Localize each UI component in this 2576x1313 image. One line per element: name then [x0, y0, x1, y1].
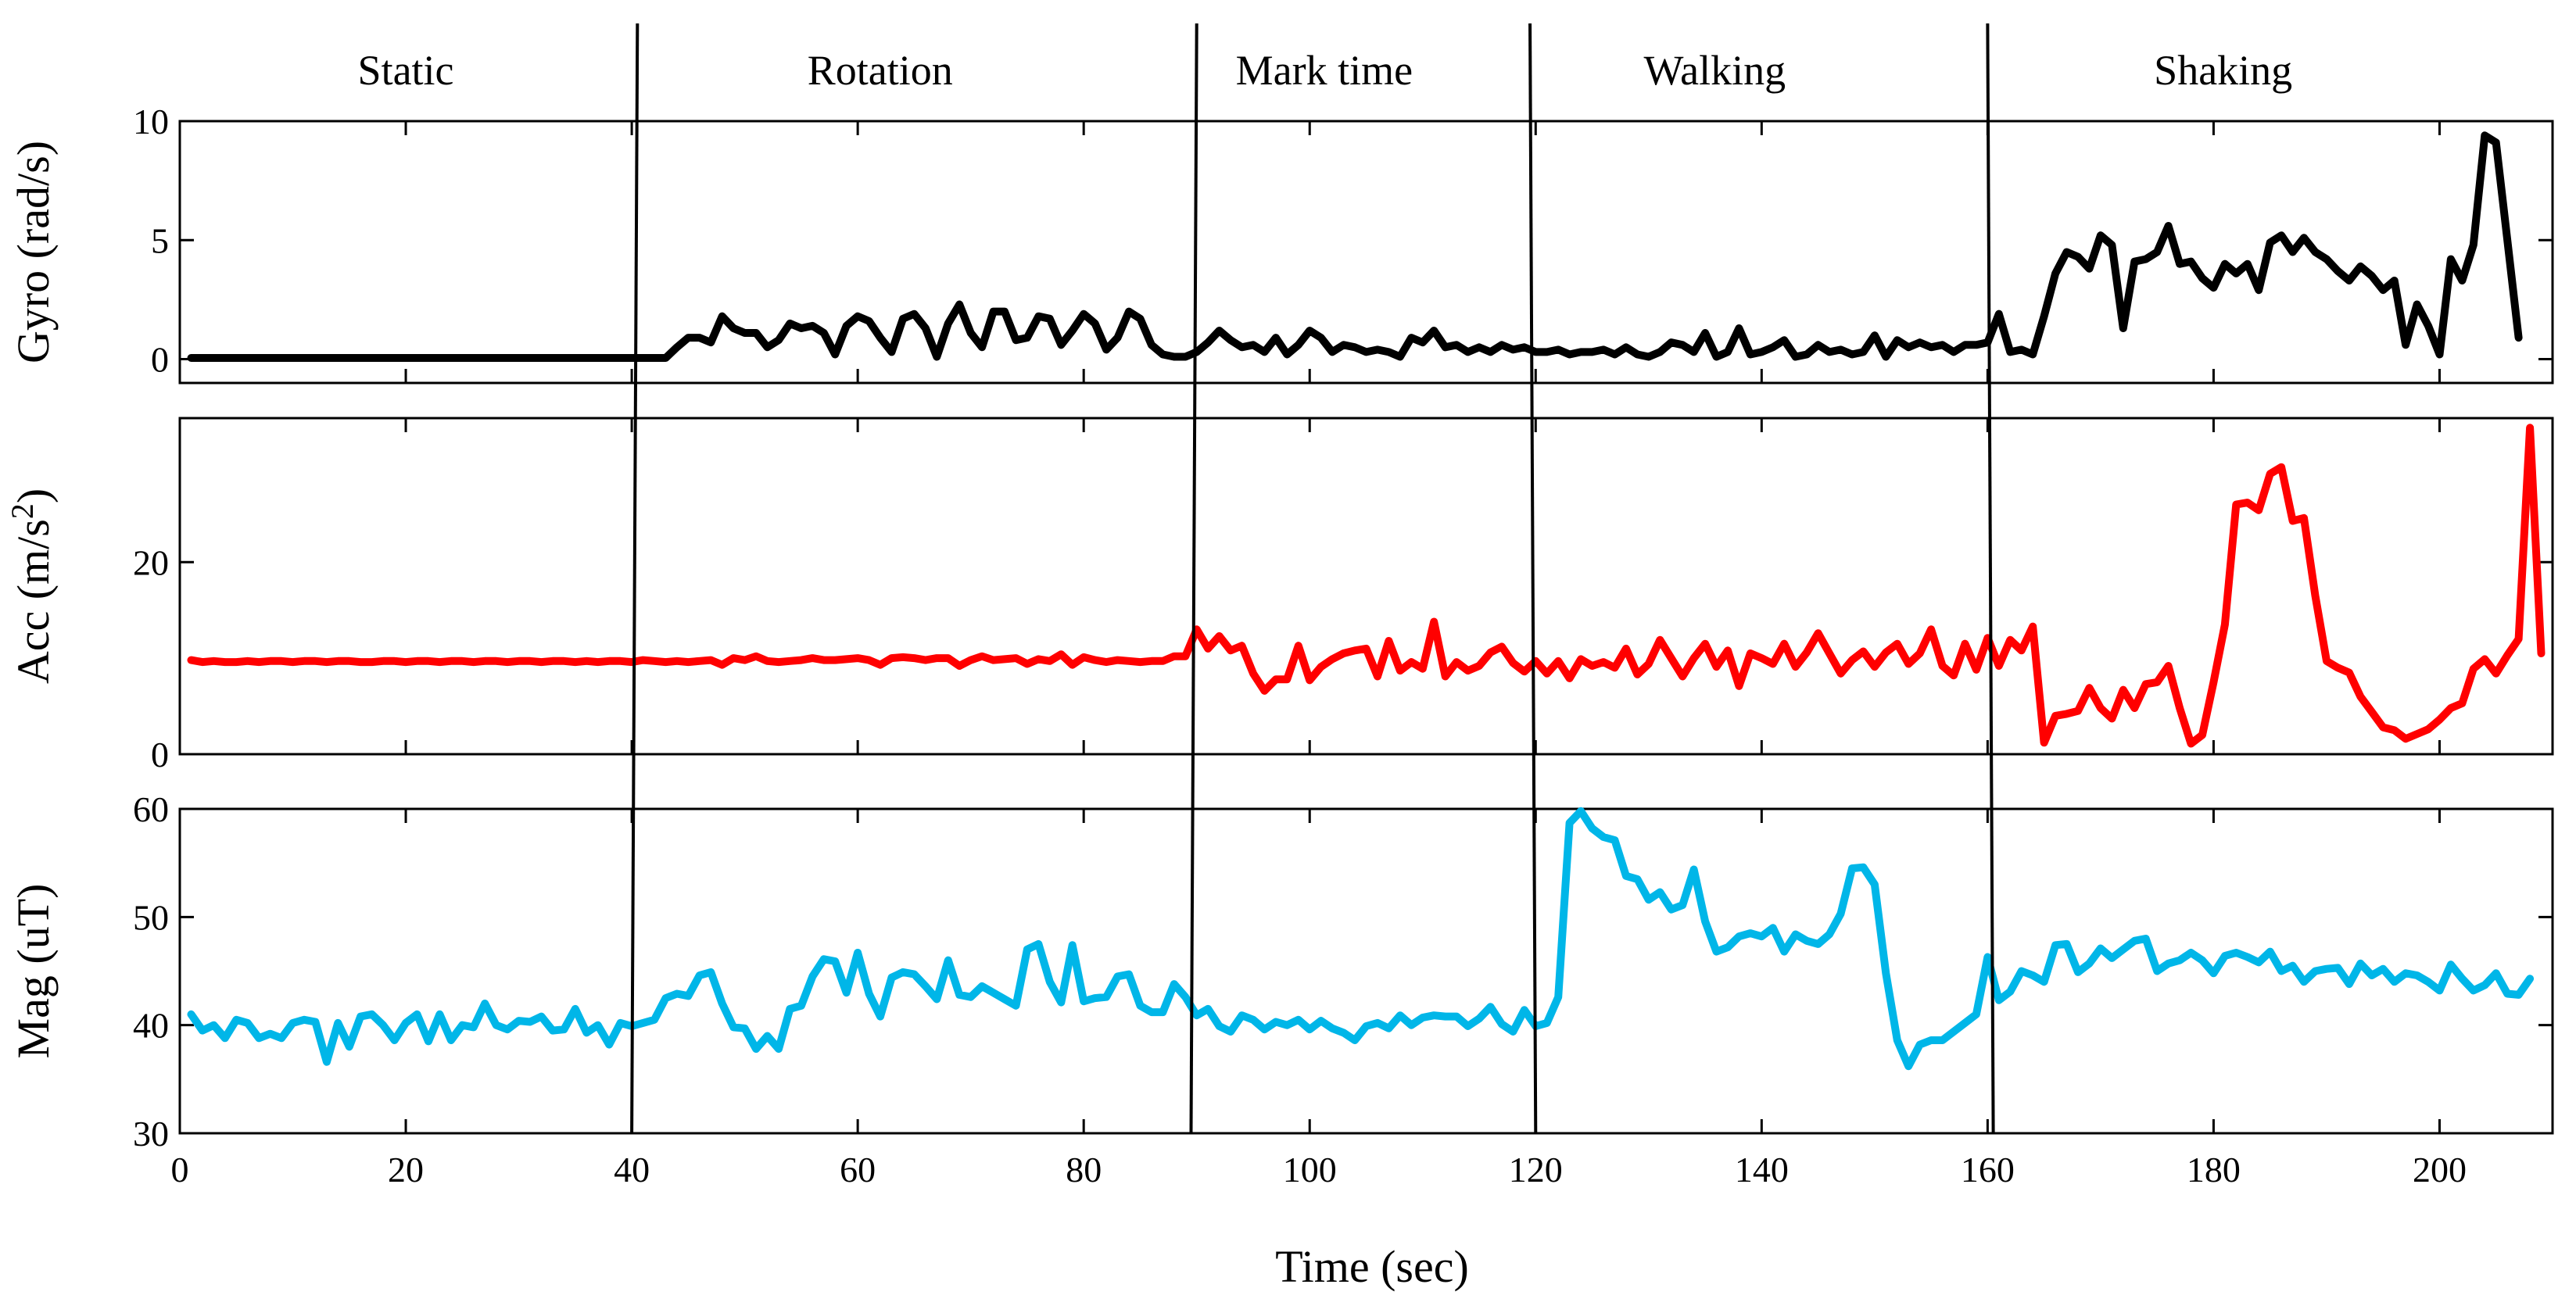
- x-tick-label: 20: [388, 1150, 424, 1190]
- gyro-ytick-label: 10: [133, 102, 169, 141]
- phase-label: Shaking: [2154, 47, 2292, 94]
- phase-label: Rotation: [808, 47, 953, 94]
- acc-ytick-label: 0: [151, 735, 169, 775]
- x-tick-label: 0: [171, 1150, 189, 1190]
- x-tick-label: 40: [614, 1150, 650, 1190]
- phase-dividers: [630, 23, 1995, 1134]
- phase-divider: [630, 23, 640, 1134]
- x-tick-label: 140: [1735, 1150, 1789, 1190]
- x-tick-label: 160: [1961, 1150, 2015, 1190]
- mag-panel: 30 40 50 60 Mag (uT): [8, 789, 2554, 1154]
- phase-label: Mark time: [1236, 47, 1413, 94]
- mag-ytick-label: 30: [133, 1114, 169, 1154]
- mag-axes-frame: [178, 807, 2554, 1135]
- phase-label: Walking: [1644, 47, 1786, 94]
- x-tick-label: 80: [1066, 1150, 1102, 1190]
- mag-y-axis-title: Mag (uT): [8, 884, 59, 1059]
- gyro-series-line: [187, 131, 2523, 362]
- x-axis: Time (sec) 0 20 40 60 80 100 120 140 160 180 200: [171, 1150, 2467, 1292]
- panels: 0 5 10 Gyro (rad/s) 0 20 Acc (m/s2) 30 40 50 60 Mag…: [5, 102, 2554, 1154]
- mag-ytick-label: 40: [133, 1006, 169, 1046]
- gyro-ytick-label: 5: [151, 220, 169, 260]
- mag-ytick-label: 60: [133, 789, 169, 829]
- phase-divider: [1189, 23, 1198, 1134]
- x-tick-label: 100: [1283, 1150, 1337, 1190]
- mag-ytick-label: 50: [133, 897, 169, 937]
- mag-series-line: [187, 807, 2535, 1071]
- x-tick-label: 200: [2413, 1150, 2467, 1190]
- acc-axes-frame: [178, 417, 2554, 756]
- gyro-ytick-label: 0: [151, 340, 169, 380]
- phase-divider: [1528, 23, 1538, 1134]
- x-tick-label: 60: [840, 1150, 876, 1190]
- gyro-axes-frame: [178, 120, 2554, 385]
- acc-y-axis-title: Acc (m/s2): [5, 488, 59, 684]
- x-tick-label: 180: [2187, 1150, 2241, 1190]
- x-tick-label: 120: [1509, 1150, 1563, 1190]
- acc-series-line: [187, 424, 2546, 748]
- phase-label: Static: [358, 47, 454, 94]
- gyro-y-axis-title: Gyro (rad/s): [8, 141, 59, 363]
- acc-ytick-label: 20: [133, 542, 169, 582]
- phase-divider: [1986, 23, 1995, 1134]
- gyro-panel: 0 5 10 Gyro (rad/s): [8, 102, 2554, 385]
- acc-panel: 0 20 Acc (m/s2): [5, 417, 2554, 775]
- x-axis-title: Time (sec): [1275, 1241, 1469, 1292]
- phase-labels: Static Rotation Mark time Walking Shaking: [358, 47, 2293, 94]
